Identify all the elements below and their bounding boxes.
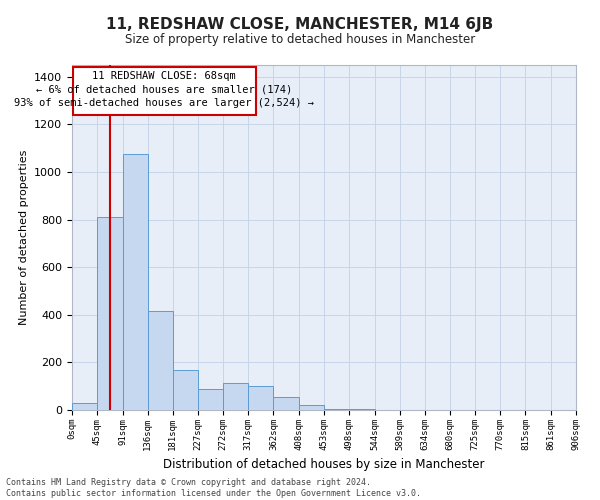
Text: 11, REDSHAW CLOSE, MANCHESTER, M14 6JB: 11, REDSHAW CLOSE, MANCHESTER, M14 6JB — [106, 18, 494, 32]
Y-axis label: Number of detached properties: Number of detached properties — [19, 150, 29, 325]
Bar — [324, 409, 349, 410]
Bar — [248, 386, 274, 410]
Bar — [72, 403, 97, 410]
FancyBboxPatch shape — [73, 68, 256, 115]
Bar — [97, 218, 122, 410]
Text: ← 6% of detached houses are smaller (174): ← 6% of detached houses are smaller (174… — [36, 84, 292, 94]
Text: 11 REDSHAW CLOSE: 68sqm: 11 REDSHAW CLOSE: 68sqm — [92, 70, 236, 81]
Text: 93% of semi-detached houses are larger (2,524) →: 93% of semi-detached houses are larger (… — [14, 98, 314, 108]
Bar — [349, 409, 374, 410]
Bar — [299, 405, 324, 410]
Text: Contains HM Land Registry data © Crown copyright and database right 2024.
Contai: Contains HM Land Registry data © Crown c… — [6, 478, 421, 498]
Bar — [148, 312, 173, 410]
X-axis label: Distribution of detached houses by size in Manchester: Distribution of detached houses by size … — [163, 458, 485, 471]
Text: Size of property relative to detached houses in Manchester: Size of property relative to detached ho… — [125, 32, 475, 46]
Bar — [223, 382, 248, 410]
Bar — [198, 388, 223, 410]
Bar — [274, 397, 299, 410]
Bar — [173, 370, 198, 410]
Bar — [122, 154, 148, 410]
